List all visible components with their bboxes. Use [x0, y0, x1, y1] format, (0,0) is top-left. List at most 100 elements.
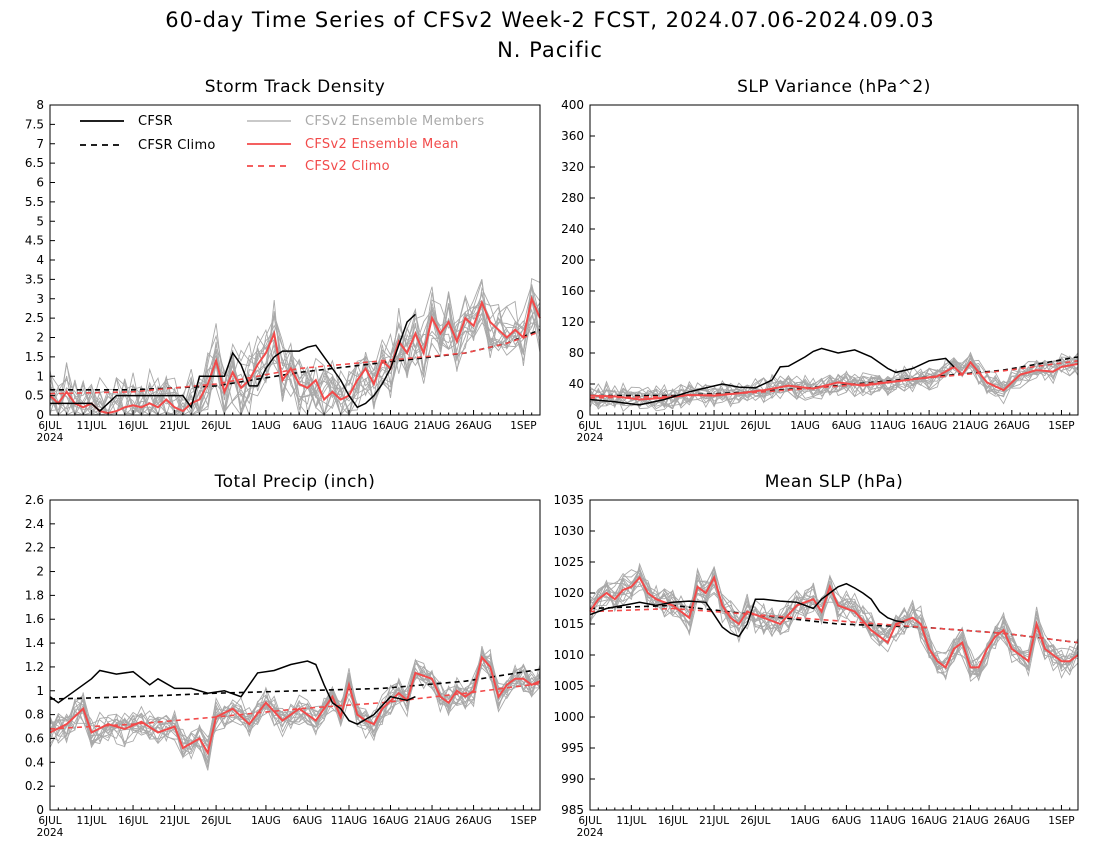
y-tick-label: 4	[36, 253, 44, 267]
ensemble-member-line	[49, 278, 541, 417]
y-tick-label: 2.6	[25, 493, 44, 507]
ensemble-member-line	[589, 568, 1079, 682]
panel-title: Total Precip (inch)	[214, 472, 376, 492]
cfsv2-climo-line	[49, 682, 541, 730]
x-tick-label: 11AUG	[331, 815, 367, 827]
y-tick-label: 7	[36, 137, 44, 151]
y-tick-label: 0	[36, 408, 44, 422]
x-tick-label: 21JUL	[160, 420, 190, 432]
y-tick-label: 1000	[553, 710, 584, 724]
legend-cfsr: CFSR	[80, 114, 173, 129]
legend-label: CFSR Climo	[138, 138, 216, 153]
y-tick-label: 6	[36, 176, 44, 190]
x-tick-label: 6JUL	[578, 420, 601, 432]
ensemble-members	[49, 278, 541, 417]
ensemble-members	[49, 645, 541, 771]
x-tick-label: 16JUL	[118, 420, 148, 432]
x-year-label: 2024	[577, 827, 604, 839]
ensemble-member-line	[49, 645, 541, 760]
ensemble-member-line	[49, 284, 541, 417]
x-tick-label: 11JUL	[616, 815, 646, 827]
legend-label: CFSR	[138, 114, 173, 129]
x-tick-label: 11JUL	[77, 420, 107, 432]
x-tick-label: 11AUG	[331, 420, 367, 432]
y-tick-label: 1005	[553, 679, 584, 693]
x-tick-label: 26AUG	[455, 815, 491, 827]
y-tick-label: 2	[36, 331, 44, 345]
y-tick-label: 2.4	[25, 517, 44, 531]
y-tick-label: 1.4	[25, 636, 44, 650]
chart-panel-4: Mean SLP (hPa) 985 990 995 1000 1005 1010 1015 1…	[553, 472, 1079, 839]
ensemble-member-line	[49, 302, 541, 417]
y-tick-label: 0.4	[25, 755, 44, 769]
y-tick-label: 1	[36, 684, 44, 698]
x-year-label: 2024	[37, 827, 64, 839]
ensemble-members	[589, 351, 1079, 413]
cfsv2-climo-line	[49, 330, 541, 395]
ensemble-member-line	[49, 655, 541, 750]
x-tick-label: 21AUG	[414, 815, 450, 827]
x-tick-label: 6JUL	[578, 815, 601, 827]
y-tick-label: 3	[36, 292, 44, 306]
y-tick-label: 280	[561, 191, 584, 205]
y-tick-label: 5	[36, 214, 44, 228]
y-tick-label: 1.8	[25, 588, 44, 602]
y-tick-label: 360	[561, 129, 584, 143]
ensemble-member-line	[589, 357, 1079, 410]
ensemble-member-line	[589, 354, 1079, 409]
x-tick-label: 1AUG	[251, 815, 281, 827]
x-tick-label: 16AUG	[372, 815, 408, 827]
legend-cfsv2-climo: CFSv2 Climo	[247, 159, 390, 174]
y-tick-label: 1.6	[25, 612, 44, 626]
x-tick-label: 1AUG	[790, 420, 820, 432]
y-tick-label: 6.5	[25, 156, 44, 170]
ensemble-member-line	[49, 664, 541, 748]
plot-frame	[49, 499, 541, 811]
x-tick-label: 1SEP	[1048, 815, 1074, 827]
x-tick-label: 16JUL	[658, 420, 688, 432]
chart-panel-3: Total Precip (inch) 0 0.2 0.4 0.6 0.8 1 1.2 1.4 1…	[25, 472, 541, 839]
y-tick-label: 4.5	[25, 234, 44, 248]
ensemble-member-line	[49, 653, 541, 759]
legend-label: CFSv2 Ensemble Mean	[305, 137, 459, 152]
y-tick-label: 1025	[553, 555, 584, 569]
legend-label: CFSv2 Ensemble Members	[305, 114, 484, 129]
x-tick-label: 21JUL	[699, 420, 729, 432]
chart-panel-2: SLP Variance (hPa^2) 0 40 80 120 160 200 240 280…	[561, 77, 1079, 444]
cfsr-line	[589, 582, 905, 638]
x-tick-label: 26JUL	[740, 420, 770, 432]
legend-ens-mean: CFSv2 Ensemble Mean	[247, 137, 459, 152]
ensemble-mean-line	[49, 295, 541, 415]
x-tick-label: 21AUG	[952, 420, 988, 432]
y-tick-label: 5.5	[25, 195, 44, 209]
legend-cfsr-climo: CFSR Climo	[80, 138, 216, 153]
y-tick-label: 80	[569, 346, 584, 360]
y-tick-label: 0.5	[25, 389, 44, 403]
y-tick-label: 0	[576, 408, 584, 422]
y-tick-label: 1	[36, 369, 44, 383]
ensemble-mean-line	[589, 574, 1079, 669]
y-tick-label: 3.5	[25, 272, 44, 286]
ensemble-member-line	[49, 288, 541, 417]
y-tick-label: 0.2	[25, 779, 44, 793]
y-tick-label: 985	[561, 803, 584, 817]
x-tick-label: 11AUG	[870, 815, 906, 827]
y-tick-label: 320	[561, 160, 584, 174]
y-tick-label: 2.2	[25, 541, 44, 555]
x-tick-label: 16JUL	[658, 815, 688, 827]
x-tick-label: 1SEP	[1048, 420, 1074, 432]
y-tick-label: 200	[561, 253, 584, 267]
x-tick-label: 16JUL	[118, 815, 148, 827]
x-tick-label: 6AUG	[832, 815, 862, 827]
y-tick-label: 1030	[553, 524, 584, 538]
x-tick-label: 6AUG	[832, 420, 862, 432]
x-tick-label: 21AUG	[414, 420, 450, 432]
x-tick-label: 26JUL	[201, 420, 231, 432]
plot-frame	[589, 499, 1079, 811]
y-tick-label: 1015	[553, 617, 584, 631]
legend-label: CFSv2 Climo	[305, 159, 390, 174]
y-tick-label: 2	[36, 565, 44, 579]
y-tick-label: 1035	[553, 493, 584, 507]
y-tick-label: 8	[36, 98, 44, 112]
cfsv2-climo-line	[589, 607, 1079, 644]
